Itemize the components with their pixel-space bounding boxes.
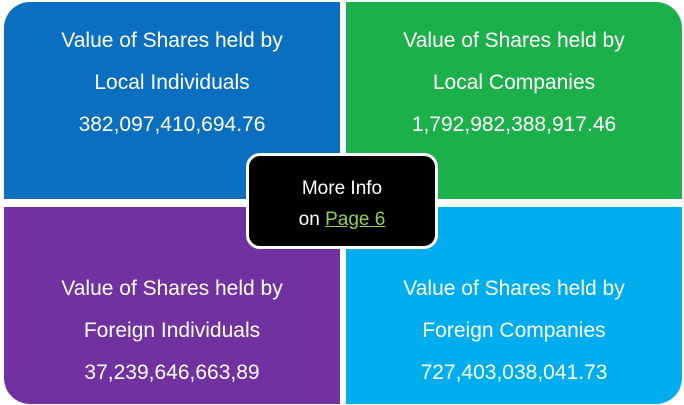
value: 37,239,646,663,89 <box>84 361 260 384</box>
group: Foreign Companies <box>422 319 606 342</box>
local-individuals-panel: Value of Shares held by Local Individual… <box>4 2 340 199</box>
value: 727,403,038,041.73 <box>420 361 608 384</box>
page-link[interactable]: Page 6 <box>325 209 386 230</box>
more-info: More Info <box>301 178 383 199</box>
group: Local Companies <box>432 71 596 94</box>
value: 1,792,982,388,917.46 <box>411 113 617 136</box>
value: 382,097,410,694.76 <box>78 113 266 136</box>
group: Local Individuals <box>94 71 250 94</box>
page-ref: on Page 6 <box>249 209 435 231</box>
heading: Value of Shares held by <box>61 29 283 52</box>
heading: Value of Shares held by <box>403 29 625 52</box>
more-info-box: More Info on Page 6 <box>246 153 438 249</box>
group: Foreign Individuals <box>83 319 261 342</box>
heading: Value of Shares held by <box>61 277 283 300</box>
heading: Value of Shares held by <box>403 277 625 300</box>
prefix: on <box>298 209 320 230</box>
